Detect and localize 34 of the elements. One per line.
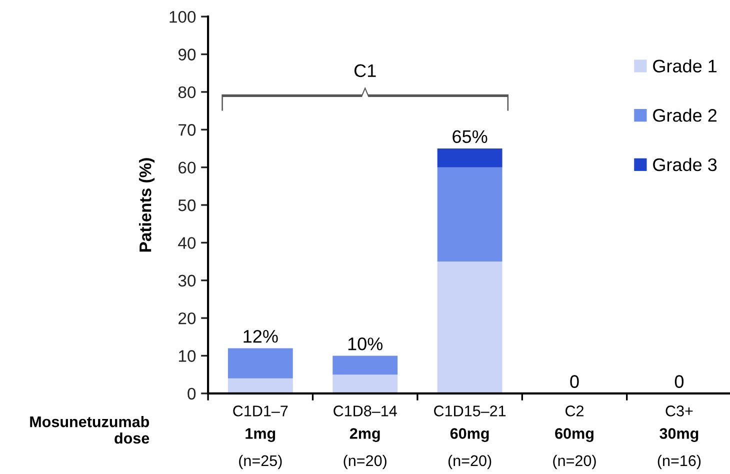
y-tick-label: 10	[178, 350, 196, 362]
y-axis-title: Patients (%)	[139, 158, 155, 252]
bar	[332, 374, 398, 394]
total-label: 12%	[244, 330, 278, 343]
x-tick-label: C2 60mg (n=20)	[553, 406, 596, 470]
total-label: 0	[570, 375, 579, 388]
x-tick-label: C1D15–21 60mg (n=20)	[434, 406, 506, 470]
y-tick-label: 30	[178, 274, 196, 287]
y-tick-label: 0	[188, 388, 196, 400]
bar	[228, 348, 293, 378]
y-tick-label: 80	[178, 86, 196, 98]
y-tick-label: 60	[178, 162, 196, 174]
bar	[228, 378, 293, 394]
y-tick-label: 90	[178, 48, 196, 60]
y-tick-label: 100	[170, 10, 196, 23]
total-label: 10%	[348, 338, 383, 350]
x-axis-title: Mosunetuzumab dose	[30, 416, 150, 444]
x-tick-label: C3+ 30mg (n=16)	[658, 406, 701, 470]
bar	[437, 167, 502, 262]
y-tick-label: 70	[178, 124, 196, 136]
bar	[437, 262, 502, 394]
bar	[332, 356, 398, 375]
annotation: C1	[354, 64, 376, 78]
legend-label: Grade 1	[653, 59, 717, 72]
legend-label: Grade 2	[653, 108, 716, 122]
total-label: 0	[674, 375, 684, 388]
y-tick-label: 50	[178, 199, 196, 212]
legend-label: Grade 3	[653, 158, 717, 172]
x-tick-label: C1D1–7 1mg (n=25)	[233, 406, 288, 470]
total-label: 65%	[452, 130, 488, 144]
y-tick-label: 20	[178, 312, 196, 324]
x-tick-label: C1D8–14 2mg (n=20)	[334, 406, 397, 470]
bar	[437, 148, 502, 168]
y-tick-label: 40	[178, 237, 196, 249]
